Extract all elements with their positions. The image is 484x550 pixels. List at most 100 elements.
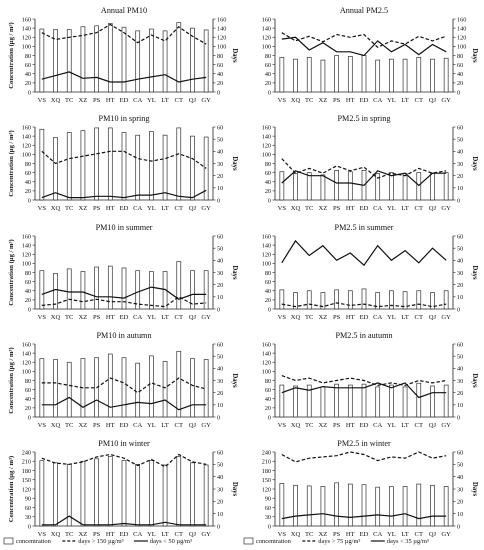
x-tick-label: CA [373, 205, 382, 212]
y-tick-label-right: 10 [457, 402, 463, 409]
x-tick-label: QJ [429, 314, 437, 321]
x-tick-label: PS [333, 97, 341, 104]
x-tick-label: HT [106, 531, 115, 538]
y-tick-label-right: 20 [457, 173, 463, 180]
concentration-bar [375, 292, 381, 310]
y-tick-label-left: 40 [25, 396, 31, 403]
x-tick-label: LT [161, 531, 168, 538]
y-tick-label-left: 40 [25, 179, 31, 186]
y-tick-label-left: 20 [265, 80, 271, 87]
y-tick-label-left: 40 [265, 179, 271, 186]
chart-title: PM10 in winter [98, 439, 150, 448]
x-tick-label: ED [360, 531, 369, 538]
x-tick-label: TC [305, 205, 314, 212]
concentration-bar [149, 131, 154, 201]
x-tick-label: ED [120, 314, 129, 321]
clean-days-line [41, 396, 207, 411]
y-tick-label-left: 20 [25, 297, 31, 304]
clean-days-line [41, 189, 207, 199]
x-tick-label: PS [93, 97, 101, 104]
x-tick-label: CA [373, 314, 382, 321]
concentration-bar [402, 291, 408, 310]
concentration-bar [402, 486, 408, 527]
y-tick-label-left: 40 [265, 71, 271, 78]
y-tick-label-right: 80 [217, 53, 223, 60]
chart-title: PM10 in autumn [96, 331, 151, 340]
x-tick-label: ED [120, 97, 129, 104]
y-tick-label-right: 50 [217, 136, 223, 143]
x-tick-label: CA [133, 531, 142, 538]
x-tick-label: PS [93, 205, 101, 212]
y-tick-label-right: 20 [457, 499, 463, 506]
x-tick-label: YL [147, 531, 156, 538]
concentration-bar [176, 127, 182, 201]
y-tick-label-left: 0 [28, 197, 31, 204]
x-tick-label: GY [441, 97, 451, 104]
x-tick-label: TC [65, 205, 74, 212]
legend-label: days < 50 µg/m³ [150, 538, 192, 545]
x-tick-label: XZ [79, 422, 88, 429]
y-tick-label-left: 210 [262, 459, 271, 466]
exceedance-days-line [41, 296, 207, 308]
concentration-bar [121, 267, 127, 310]
concentration-bar [361, 383, 367, 418]
concentration-bar [347, 171, 353, 201]
y-tick-label-right: 30 [457, 378, 463, 385]
concentration-bar [293, 58, 298, 93]
concentration-bar [162, 134, 168, 201]
x-tick-label: XQ [51, 531, 61, 538]
x-tick-label: LT [401, 314, 408, 321]
y-tick-label-left: 100 [262, 152, 271, 159]
concentration-bar [347, 384, 353, 418]
concentration-bar [176, 456, 182, 527]
chart-panel: PM10 in summer 0 20 40 60 80 100 120 140 160 0 10 20… [8, 223, 238, 321]
y-tick-label-left: 0 [28, 523, 31, 530]
y-tick-label-right: 20 [217, 282, 223, 289]
y-axis-label: Concentration (µg / m³) [8, 22, 15, 88]
y-tick-label-right: 30 [217, 486, 223, 493]
y-tick-label-left: 100 [22, 152, 31, 159]
concentration-bar [334, 55, 339, 93]
y-tick-label-left: 100 [22, 261, 31, 268]
x-tick-label: LT [161, 205, 168, 212]
y-tick-label-right: 20 [217, 173, 223, 180]
concentration-bar [416, 290, 422, 310]
x-tick-label: ED [360, 97, 369, 104]
y-tick-label-right: 0 [457, 89, 460, 96]
y-tick-label-right: 60 [217, 449, 223, 456]
y-tick-label-right: 140 [457, 25, 466, 32]
x-tick-label: XZ [319, 422, 328, 429]
y-tick-label-left: 40 [25, 288, 31, 295]
x-tick-label: YL [147, 97, 156, 104]
chart-title: PM2.5 in winter [337, 439, 391, 448]
concentration-bar [135, 270, 141, 310]
concentration-bar [375, 173, 381, 201]
y-tick-label-left: 140 [262, 242, 271, 249]
y-tick-label-right: 10 [217, 294, 223, 301]
x-tick-label: CT [415, 314, 423, 321]
concentration-bar [149, 460, 154, 527]
exceedance-days-line [41, 453, 207, 468]
y-tick-label-left: 160 [262, 233, 271, 240]
concentration-bar [416, 172, 422, 201]
y-tick-label-right: 20 [457, 80, 463, 87]
concentration-bar [107, 265, 113, 310]
x-tick-label: CA [373, 422, 382, 429]
clean-days-line [41, 71, 207, 83]
x-tick-label: VS [278, 97, 287, 104]
x-tick-label: VS [278, 314, 287, 321]
concentration-bar [430, 484, 435, 527]
chart-panel: Annual PM10 0 20 40 60 80 100 120 140 160 0 20 40 60 8… [8, 6, 238, 104]
y-tick-label-left: 60 [265, 387, 271, 394]
y-tick-label-left: 80 [265, 53, 271, 60]
y-tick-label-left: 120 [262, 360, 271, 367]
y-tick-label-left: 0 [268, 306, 271, 313]
concentration-bar [203, 270, 209, 310]
concentration-bar [416, 382, 422, 418]
legend-label: days > 150 µg/m³ [78, 538, 123, 545]
y-tick-label-left: 0 [28, 414, 31, 421]
concentration-bar [430, 292, 435, 310]
concentration-bar [279, 56, 285, 93]
x-tick-label: XQ [51, 422, 61, 429]
y-tick-label-left: 80 [265, 161, 271, 168]
